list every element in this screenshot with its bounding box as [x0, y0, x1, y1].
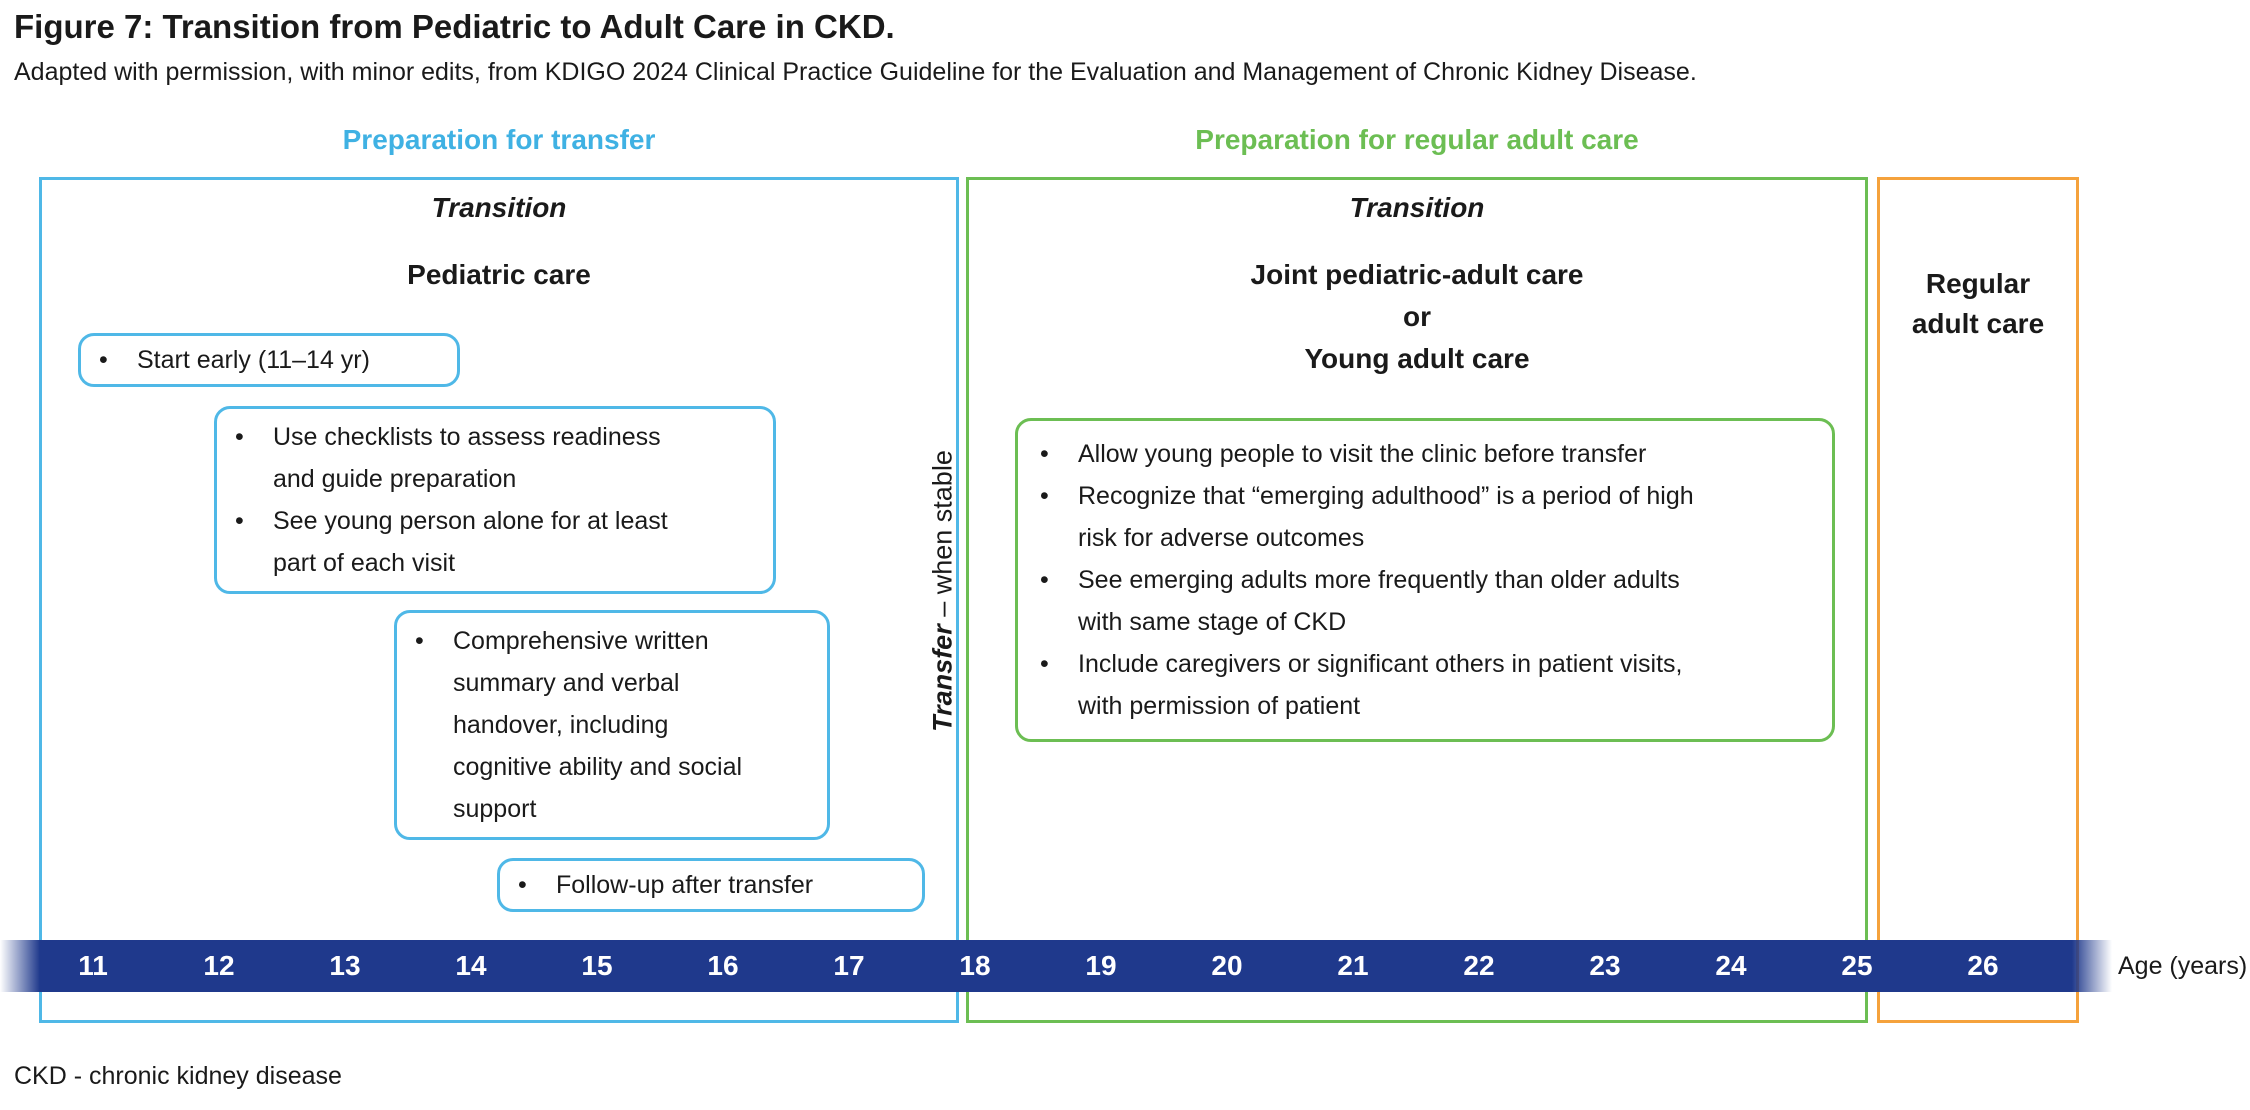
callout-start-early: Start early (11–14 yr) — [78, 333, 460, 387]
callout-follow-up: Follow-up after transfer — [497, 858, 925, 912]
age-tick: 17 — [833, 950, 865, 981]
joint-care-label-line-2: or — [1403, 301, 1431, 332]
bullet-item: Follow-up after transfer — [518, 864, 904, 906]
bullet-dot-icon — [99, 339, 137, 381]
age-tick: 21 — [1337, 950, 1369, 981]
age-tick: 13 — [329, 950, 361, 981]
bullet-dot-icon — [235, 416, 273, 458]
transfer-word: Transfer — [927, 624, 958, 732]
bullet-text: Recognize that “emerging adulthood” is a… — [1078, 482, 1694, 552]
joint-transition-label: Transition — [1349, 192, 1485, 223]
bullet-text: Use checklists to assess readiness and g… — [273, 423, 661, 493]
figure-subtitle: Adapted with permission, with minor edit… — [14, 58, 1697, 86]
age-tick: 16 — [707, 950, 739, 981]
joint-care-label-line-1: Joint pediatric-adult care — [1250, 259, 1584, 290]
age-axis-ticks: 11 12 13 14 15 16 17 18 19 20 21 22 23 2… — [30, 940, 2046, 992]
bullet-dot-icon — [1040, 559, 1078, 601]
bullet-item: See emerging adults more frequently than… — [1040, 559, 1810, 643]
callout-checklists: Use checklists to assess readiness and g… — [214, 406, 776, 594]
callout-written-summary: Comprehensive written summary and verbal… — [394, 610, 830, 840]
regular-adult-care-label: Regular adult care — [1911, 268, 2045, 339]
bullet-text: Comprehensive written summary and verbal… — [453, 627, 743, 823]
figure-footnote: CKD - chronic kidney disease — [14, 1062, 342, 1090]
bullet-dot-icon — [1040, 433, 1078, 475]
pediatric-care-panel: Transition Pediatric care Start early (1… — [39, 177, 959, 1023]
bullet-item: Recognize that “emerging adulthood” is a… — [1040, 475, 1810, 559]
age-tick: 15 — [581, 950, 613, 981]
transfer-when-stable-text: – when stable — [927, 450, 958, 625]
age-tick: 23 — [1589, 950, 1621, 981]
age-tick: 11 — [78, 950, 108, 981]
age-tick: 22 — [1463, 950, 1495, 981]
bullet-text: See emerging adults more frequently than… — [1078, 566, 1680, 636]
joint-care-label: Joint pediatric-adult care or Young adul… — [969, 254, 1865, 380]
bullet-text: Start early (11–14 yr) — [137, 346, 370, 374]
bullet-dot-icon — [1040, 643, 1078, 685]
pediatric-transition-label: Transition — [431, 192, 567, 223]
phase-header-preparation-for-transfer: Preparation for transfer — [342, 124, 656, 155]
age-axis-label: Age (years) — [2118, 951, 2248, 980]
bullet-dot-icon — [415, 620, 453, 662]
age-tick: 19 — [1085, 950, 1117, 981]
bullet-item: Start early (11–14 yr) — [99, 339, 439, 381]
bullet-dot-icon — [518, 864, 556, 906]
bullet-text: Follow-up after transfer — [556, 871, 814, 899]
bullet-text: See young person alone for at least part… — [273, 507, 668, 577]
pediatric-care-label: Pediatric care — [407, 259, 591, 290]
bullet-text: Allow young people to visit the clinic b… — [1078, 440, 1647, 468]
callout-joint-care-guidance: Allow young people to visit the clinic b… — [1015, 418, 1835, 742]
age-tick: 14 — [455, 950, 487, 981]
joint-care-panel: Transition Joint pediatric-adult care or… — [966, 177, 1868, 1023]
joint-care-label-line-3: Young adult care — [1304, 343, 1530, 374]
age-tick: 26 — [1967, 950, 1999, 981]
regular-adult-care-panel: Regular adult care — [1877, 177, 2079, 1023]
bullet-item: Comprehensive written summary and verbal… — [415, 620, 809, 830]
bullet-item: Allow young people to visit the clinic b… — [1040, 433, 1810, 475]
age-tick: 24 — [1715, 950, 1747, 981]
bullet-item: See young person alone for at least part… — [235, 500, 755, 584]
age-tick: 20 — [1211, 950, 1243, 981]
bullet-item: Include caregivers or significant others… — [1040, 643, 1810, 727]
phase-header-preparation-for-regular-adult-care: Preparation for regular adult care — [1195, 124, 1639, 155]
bullet-dot-icon — [1040, 475, 1078, 517]
age-tick: 18 — [959, 950, 991, 981]
age-tick: 12 — [203, 950, 235, 981]
age-axis-bar: 11 12 13 14 15 16 17 18 19 20 21 22 23 2… — [0, 940, 2112, 992]
figure-title: Figure 7: Transition from Pediatric to A… — [14, 8, 895, 45]
bullet-item: Use checklists to assess readiness and g… — [235, 416, 755, 500]
bullet-text: Include caregivers or significant others… — [1078, 650, 1683, 720]
transfer-when-stable-label: Transfer – when stable — [928, 450, 959, 732]
bullet-dot-icon — [235, 500, 273, 542]
age-tick: 25 — [1841, 950, 1873, 981]
